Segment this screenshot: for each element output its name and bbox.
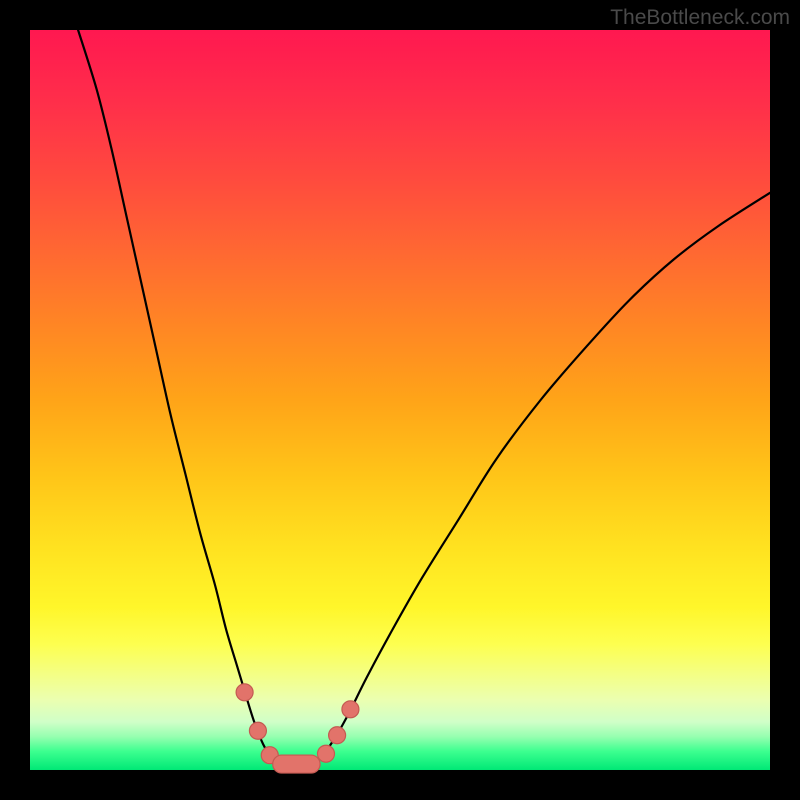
chart-svg — [0, 0, 800, 800]
marker-dot-5 — [329, 727, 346, 744]
plot-background — [30, 30, 770, 770]
marker-dot-1 — [249, 722, 266, 739]
watermark-text: TheBottleneck.com — [610, 6, 790, 30]
marker-dot-6 — [342, 701, 359, 718]
marker-pill-3 — [273, 755, 320, 773]
marker-dot-4 — [318, 745, 335, 762]
chart-root: TheBottleneck.com — [0, 0, 800, 800]
marker-dot-0 — [236, 684, 253, 701]
